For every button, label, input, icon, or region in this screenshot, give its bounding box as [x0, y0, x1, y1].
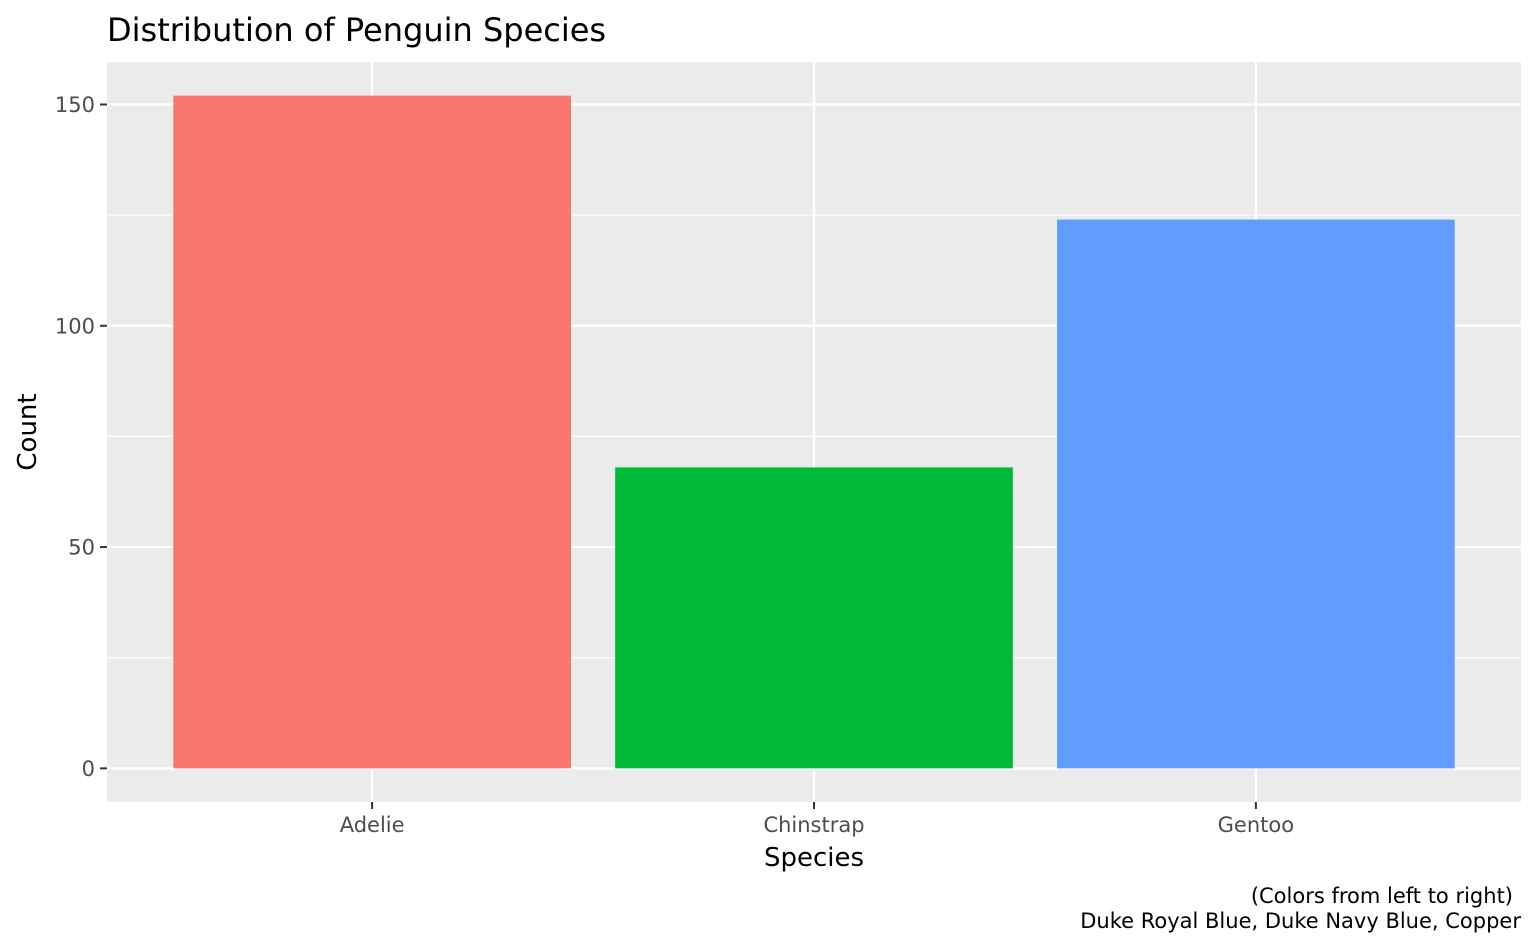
x-axis-ticks: Adelie Chinstrap Gentoo [340, 802, 1294, 837]
y-tick-label: 150 [55, 93, 95, 117]
x-axis-title: Species [764, 843, 864, 873]
bar-gentoo [1057, 219, 1455, 769]
x-tick-label: Adelie [340, 813, 405, 837]
y-axis-title: Count [13, 393, 43, 470]
x-tick-label: Chinstrap [763, 813, 864, 837]
y-tick-label: 100 [55, 314, 95, 338]
chart-title: Distribution of Penguin Species [107, 11, 606, 49]
bars [173, 95, 1455, 769]
y-axis-ticks: 0 50 100 150 [55, 93, 107, 781]
y-tick-label: 0 [82, 757, 95, 781]
caption-line-1: (Colors from left to right) [1251, 884, 1513, 908]
y-tick-label: 50 [68, 536, 95, 560]
bar-chinstrap [615, 467, 1013, 769]
x-tick-label: Gentoo [1218, 813, 1294, 837]
caption-line-2: Duke Royal Blue, Duke Navy Blue, Copper [1080, 909, 1521, 933]
bar-adelie [173, 95, 571, 769]
